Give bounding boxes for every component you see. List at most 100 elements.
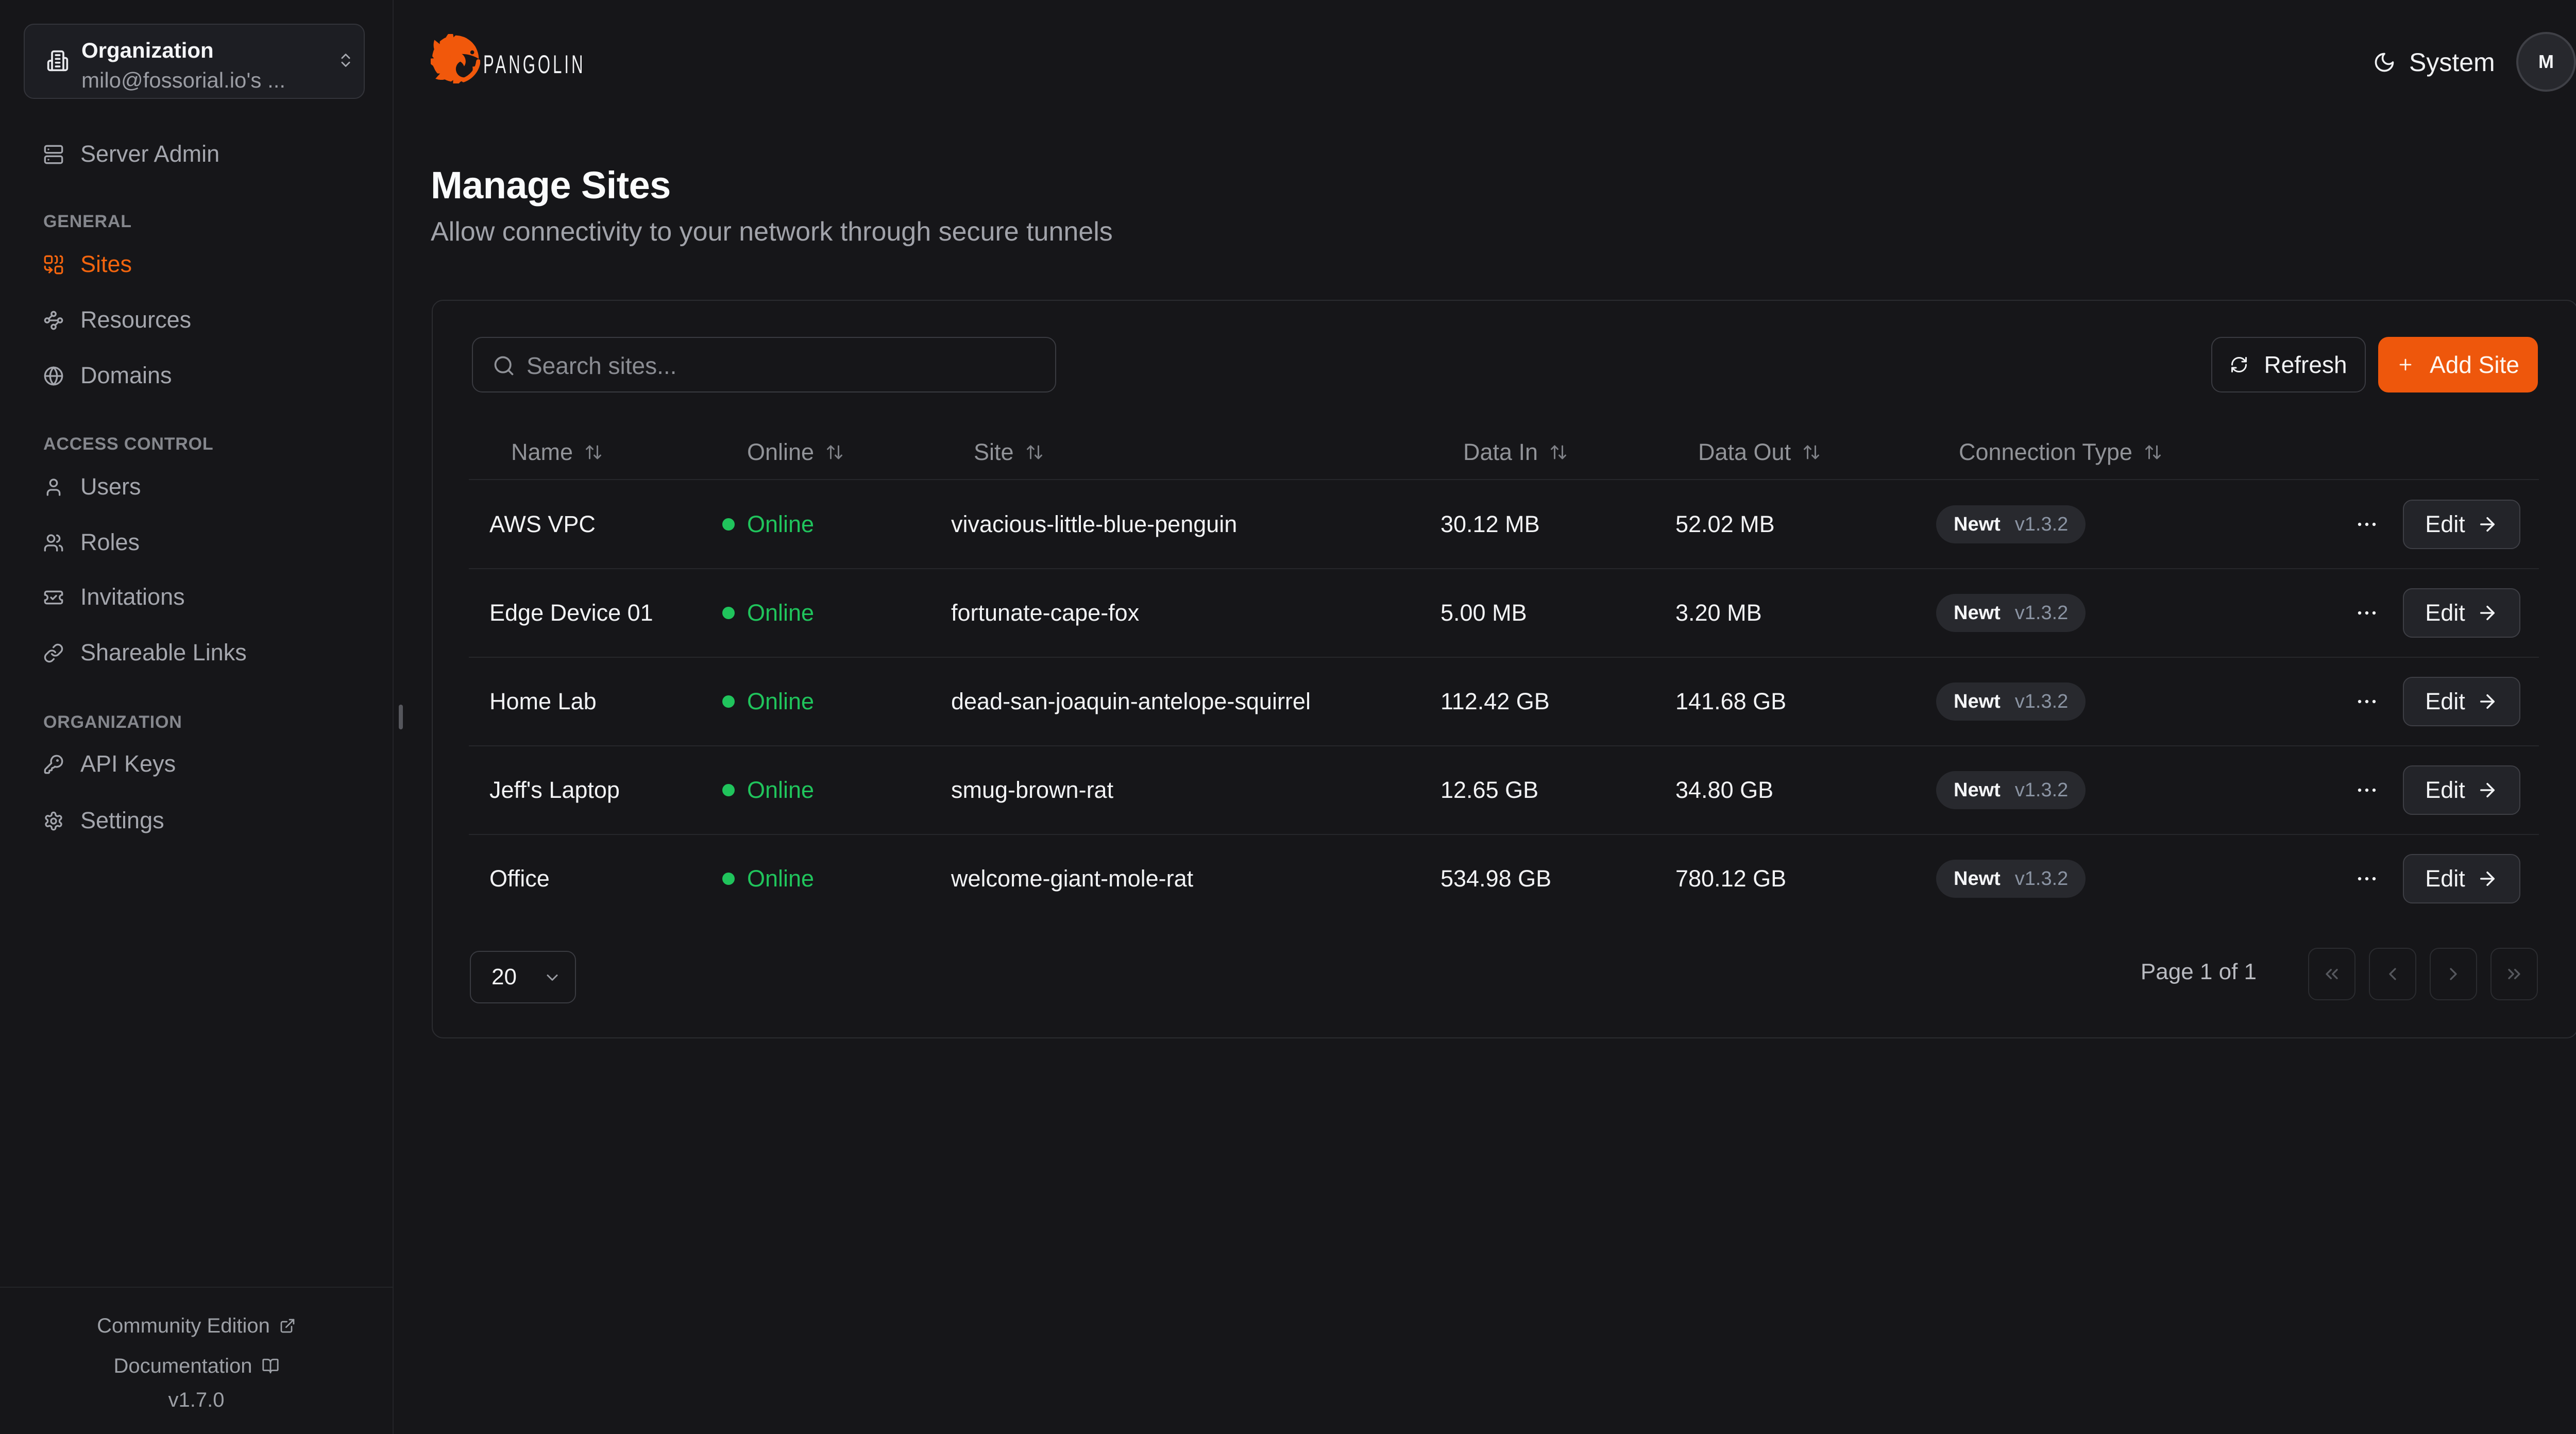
column-header-connection-type[interactable]: Connection Type — [1959, 434, 2162, 471]
table-row[interactable]: Jeff's Laptop Online smug-brown-rat 12.6… — [469, 746, 2539, 834]
sidebar-item-shareable-links[interactable]: Shareable Links — [24, 625, 369, 681]
documentation-link[interactable]: Documentation — [113, 1353, 279, 1379]
data-out-value: 52.02 MB — [1675, 511, 1775, 537]
sidebar-item-label: Sites — [80, 250, 132, 277]
column-header-site[interactable]: Site — [974, 434, 1044, 471]
theme-toggle[interactable]: System — [2373, 42, 2495, 82]
sidebar-item-label: Users — [80, 473, 141, 500]
edit-label: Edit — [2425, 777, 2465, 803]
site-name: Office — [489, 865, 550, 892]
site-slug: dead-san-joaquin-antelope-squirrel — [951, 688, 1311, 714]
sidebar-item-resources[interactable]: Resources — [24, 293, 369, 348]
sidebar-item-label: Resources — [80, 306, 192, 333]
first-page-button[interactable] — [2308, 948, 2355, 1000]
sidebar-footer-divider — [0, 1287, 393, 1288]
table-row-divider — [469, 834, 2539, 835]
site-slug: welcome-giant-mole-rat — [951, 865, 1194, 892]
avatar[interactable]: M — [2516, 32, 2576, 92]
sidebar-item-domains[interactable]: Domains — [24, 348, 369, 404]
column-header-online[interactable]: Online — [747, 434, 844, 471]
moon-icon — [2373, 51, 2396, 74]
table-row[interactable]: AWS VPC Online vivacious-little-blue-pen… — [469, 480, 2539, 569]
sidebar-item-sites[interactable]: Sites — [24, 237, 369, 293]
sidebar-item-invitations[interactable]: Invitations — [24, 570, 369, 625]
next-page-button[interactable] — [2430, 948, 2477, 1000]
external-link-icon — [279, 1318, 296, 1334]
sidebar-item-users[interactable]: Users — [24, 459, 369, 515]
connection-type-name: Newt — [1954, 602, 2001, 624]
last-page-button[interactable] — [2490, 948, 2538, 1000]
org-switcher-value: milo@fossorial.io's ... — [81, 68, 286, 92]
connection-type-version: v1.3.2 — [2014, 513, 2069, 535]
search-input[interactable] — [524, 339, 1044, 392]
data-in-value: 5.00 MB — [1440, 600, 1527, 626]
sidebar-item-label: Roles — [80, 528, 140, 555]
sidebar-item-api-keys[interactable]: API Keys — [24, 737, 369, 792]
online-status: Online — [747, 511, 815, 537]
add-site-button[interactable]: Add Site — [2378, 337, 2538, 392]
documentation-link-row: Documentation — [0, 1353, 393, 1379]
community-edition-link[interactable]: Community Edition — [97, 1312, 296, 1339]
edit-button[interactable]: Edit — [2403, 677, 2520, 726]
org-switcher[interactable]: Organization milo@fossorial.io's ... — [24, 24, 365, 99]
edit-button[interactable]: Edit — [2403, 500, 2520, 549]
edit-button[interactable]: Edit — [2403, 765, 2520, 815]
refresh-button[interactable]: Refresh — [2211, 337, 2366, 392]
online-status: Online — [747, 600, 815, 626]
link-icon — [43, 643, 64, 663]
edit-label: Edit — [2425, 688, 2465, 714]
community-edition-label: Community Edition — [97, 1314, 270, 1337]
column-header-data-out[interactable]: Data Out — [1698, 434, 1821, 471]
row-menu-button[interactable] — [2346, 681, 2387, 722]
data-out-value: 780.12 GB — [1675, 865, 1787, 892]
column-header-name[interactable]: Name — [511, 434, 603, 471]
column-header-data-in[interactable]: Data In — [1463, 434, 1568, 471]
row-menu-button[interactable] — [2346, 504, 2387, 545]
site-slug: vivacious-little-blue-penguin — [951, 511, 1238, 537]
online-status-dot — [722, 607, 735, 619]
edit-label: Edit — [2425, 511, 2465, 537]
table-row[interactable]: Edge Device 01 Online fortunate-cape-fox… — [469, 569, 2539, 657]
sidebar-item-server-admin[interactable]: Server Admin — [24, 127, 369, 182]
row-menu-button[interactable] — [2346, 592, 2387, 634]
ellipsis-icon — [2354, 601, 2379, 625]
online-status: Online — [747, 688, 815, 714]
page-title: Manage Sites — [431, 164, 671, 207]
table-row[interactable]: Home Lab Online dead-san-joaquin-antelop… — [469, 657, 2539, 746]
book-open-icon — [262, 1357, 279, 1375]
site-slug: fortunate-cape-fox — [951, 600, 1140, 626]
arrow-right-icon — [2477, 868, 2498, 890]
table-row[interactable]: Office Online welcome-giant-mole-rat 534… — [469, 834, 2539, 923]
connection-type-name: Newt — [1954, 867, 2001, 890]
data-out-value: 34.80 GB — [1675, 777, 1774, 803]
connection-type-name: Newt — [1954, 690, 2001, 712]
online-status-dot — [722, 784, 735, 796]
connection-type-badge: Newt v1.3.2 — [1936, 594, 2086, 632]
sidebar-resize-handle[interactable] — [399, 705, 403, 729]
previous-page-button[interactable] — [2369, 948, 2416, 1000]
site-name: Jeff's Laptop — [489, 777, 620, 803]
arrow-right-icon — [2477, 779, 2498, 801]
data-in-value: 12.65 GB — [1440, 777, 1539, 803]
chevron-down-icon — [543, 968, 562, 987]
data-in-value: 112.42 GB — [1440, 688, 1550, 714]
sidebar-item-label: Server Admin — [80, 140, 220, 167]
row-menu-button[interactable] — [2346, 770, 2387, 811]
ellipsis-icon — [2354, 512, 2379, 537]
sidebar-item-settings[interactable]: Settings — [24, 793, 369, 849]
page-size-select[interactable]: 20 — [470, 951, 576, 1003]
ellipsis-icon — [2354, 778, 2379, 803]
edit-button[interactable]: Edit — [2403, 854, 2520, 903]
documentation-label: Documentation — [113, 1355, 252, 1377]
sort-icon — [825, 443, 844, 462]
sort-icon — [1802, 443, 1821, 462]
sidebar-item-roles[interactable]: Roles — [24, 515, 369, 571]
table-row-divider — [469, 568, 2539, 569]
refresh-icon — [2230, 355, 2248, 374]
user-icon — [43, 477, 64, 498]
search-box — [472, 337, 1056, 392]
row-menu-button[interactable] — [2346, 858, 2387, 899]
connection-type-version: v1.3.2 — [2014, 779, 2069, 801]
edit-button[interactable]: Edit — [2403, 588, 2520, 638]
pangolin-logo-icon — [431, 34, 480, 83]
